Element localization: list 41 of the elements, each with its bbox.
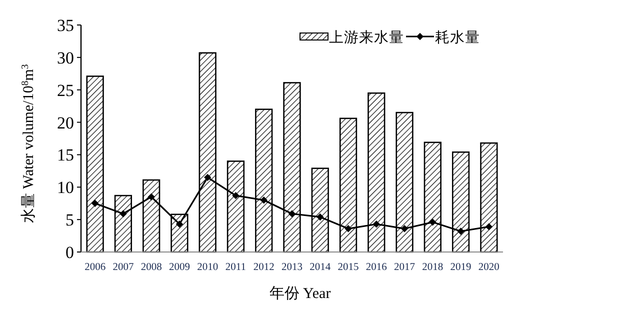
point [204, 174, 212, 182]
y-tick-label: 20 [57, 113, 74, 132]
y-tick-label: 0 [66, 243, 74, 262]
legend-label: 上游来水量 [329, 29, 404, 46]
x-tick-label: 2020 [478, 262, 500, 273]
point [400, 225, 408, 232]
y-tick-label: 10 [57, 178, 74, 198]
x-tick-label: 2013 [282, 262, 302, 273]
x-tick-label: 2009 [168, 262, 190, 273]
point [316, 213, 324, 221]
x-tick-label: 2010 [197, 262, 218, 273]
x-tick-label: 2016 [366, 262, 387, 273]
point [148, 193, 155, 200]
point [288, 210, 296, 218]
point [232, 192, 240, 200]
x-tick-label: 2011 [225, 262, 246, 273]
y-tick-label: 25 [57, 80, 74, 100]
x-tick-label: 2012 [253, 262, 274, 273]
point [120, 210, 127, 218]
point [485, 223, 493, 230]
point [176, 220, 184, 228]
x-tick-label: 2007 [112, 262, 134, 273]
x-tick-label: 2014 [310, 262, 332, 273]
point [372, 220, 380, 228]
y-tick-label: 30 [57, 48, 74, 68]
point [91, 200, 99, 207]
y-tick-label: 35 [57, 16, 74, 35]
point [344, 225, 352, 232]
point [429, 218, 436, 226]
x-tick-label: 2015 [338, 262, 359, 273]
x-tick-label: 2019 [450, 262, 472, 273]
x-tick-label: 2006 [84, 262, 106, 273]
x-tick-label: 2018 [422, 262, 444, 273]
point [260, 196, 268, 204]
y-tick-label: 5 [66, 210, 74, 230]
x-tick-label: 2017 [394, 262, 416, 273]
x-axis-title: 年份 Year [269, 285, 331, 302]
y-tick-label: 15 [57, 146, 74, 165]
point [457, 228, 464, 235]
legend-label: 耗水量 [435, 29, 480, 46]
x-tick-label: 2008 [140, 262, 162, 273]
